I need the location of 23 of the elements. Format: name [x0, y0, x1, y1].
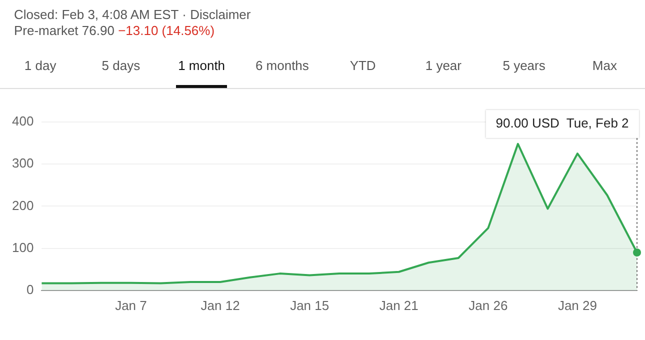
- text: 1 year: [425, 58, 462, 73]
- text: 5 days: [102, 58, 140, 73]
- y-tick-label: 300: [12, 156, 34, 171]
- x-tick-label: Jan 15: [290, 298, 330, 313]
- text: YTD: [350, 58, 376, 73]
- text: 5 years: [502, 58, 546, 73]
- text: 1 day: [24, 58, 56, 73]
- y-tick-label: 100: [12, 240, 34, 255]
- x-tick-label: Jan 21: [379, 298, 418, 313]
- text: 6 months: [255, 58, 309, 73]
- text: −13.10 (14.56%): [118, 23, 215, 38]
- y-tick-label: 0: [26, 282, 34, 297]
- x-tick-label: Jan 26: [468, 298, 508, 313]
- y-tick-label: 200: [12, 198, 34, 213]
- text: 1 month: [178, 58, 226, 73]
- x-tick-label: Jan 7: [115, 298, 147, 313]
- x-tick-label: Jan 29: [558, 298, 597, 313]
- y-tick-label: 400: [12, 114, 34, 129]
- x-tick-label: Jan 12: [200, 298, 240, 313]
- text: Max: [592, 58, 617, 73]
- chart-subtitle: Closed: Feb 3, 4:08 AM EST · Disclaimer: [14, 7, 251, 22]
- annotation: 90.00 USD Tue, Feb 2: [496, 116, 629, 131]
- text: Pre-market 76.90: [14, 23, 114, 38]
